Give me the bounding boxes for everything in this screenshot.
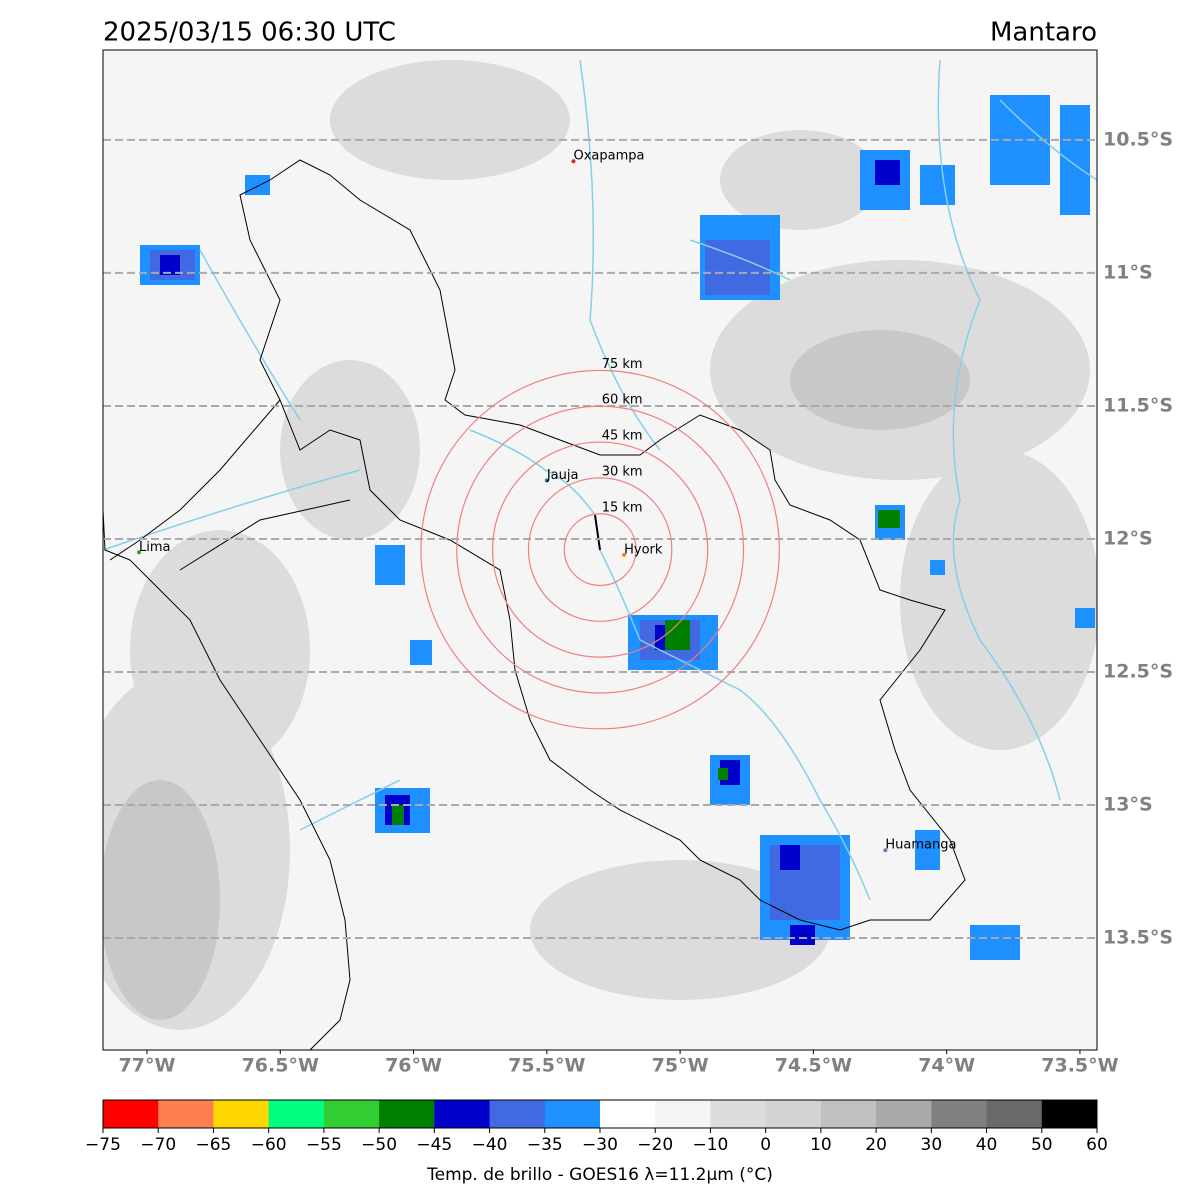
lat-tick-label: 11.5°S	[1103, 394, 1173, 416]
city-label: Oxapampa	[573, 149, 644, 164]
sub-basin-outline	[109, 399, 351, 571]
colorbar-tick-label: 0	[760, 1135, 771, 1155]
coastline	[103, 509, 351, 1050]
colorbar-label: Temp. de brillo - GOES16 λ=11.2μm (°C)	[426, 1165, 773, 1185]
city-label: Jauja	[546, 468, 579, 483]
range-ring-label: 75 km	[602, 357, 643, 372]
green-cells	[392, 510, 900, 825]
city-label: Lima	[139, 540, 170, 555]
city-marker	[883, 848, 888, 853]
lon-tick-label: 73.5°W	[1041, 1055, 1118, 1077]
colorbar-bin	[765, 1100, 822, 1128]
range-ring	[491, 441, 709, 658]
range-ring	[527, 477, 673, 622]
basin-outline	[239, 159, 966, 931]
colorbar-tick-label: −30	[582, 1135, 618, 1155]
colorbar-tick-label: −40	[472, 1135, 508, 1155]
lon-tick-label: 75°W	[652, 1055, 709, 1077]
lat-tick-label: 12°S	[1103, 527, 1153, 549]
lon-tick-label: 76.5°W	[242, 1055, 319, 1077]
colorbar-tick-label: −70	[140, 1135, 176, 1155]
map-area: 15 km 30 km 45 km 60 km 75 km Oxapampa Jauja Hy…	[103, 50, 1097, 1050]
colorbar-tick-label: 50	[1031, 1135, 1053, 1155]
colorbar-tick-label: −60	[251, 1135, 287, 1155]
lon-tick-label: 77°W	[119, 1055, 176, 1077]
colorbar-bin	[820, 1100, 877, 1128]
colorbar-bin	[434, 1100, 491, 1128]
lat-tick-label: 12.5°S	[1103, 660, 1173, 682]
city-marker	[622, 552, 627, 557]
lat-tick-label: 13.5°S	[1103, 927, 1173, 949]
lon-tick-label: 76°W	[385, 1055, 442, 1077]
city-marker	[571, 159, 576, 164]
colorbar-bin	[1041, 1100, 1098, 1128]
colorbar-tick-label: −75	[85, 1135, 121, 1155]
colorbar-bin	[379, 1100, 435, 1128]
colorbar-tick-label: 40	[976, 1135, 998, 1155]
title: 2025/03/15 06:30 UTC	[103, 18, 396, 48]
range-ring	[563, 513, 637, 587]
axes: 10.5°S 11°S 11.5°S 12°S 12.5°S 13°S 13.5°S 77°W…	[85, 128, 1173, 1185]
colorbar-bin	[489, 1100, 546, 1128]
range-ring	[456, 405, 745, 694]
range-ring-label: 60 km	[602, 393, 643, 408]
range-ring-label: 30 km	[602, 464, 643, 479]
overlay: 15 km 30 km 45 km 60 km 75 km Oxapampa Jauja Hy…	[103, 138, 1097, 940]
lon-tick-label: 74.5°W	[775, 1055, 852, 1077]
convective-cells-coldest	[160, 160, 900, 945]
lon-tick-label: 74°W	[918, 1055, 975, 1077]
map-frame	[102, 49, 1098, 1051]
colorbar-bin	[931, 1100, 988, 1128]
range-ring	[420, 369, 780, 730]
lat-tick-label: 11°S	[1103, 261, 1153, 283]
colorbar-tick-label: −45	[416, 1135, 452, 1155]
colorbar-bin	[213, 1100, 270, 1128]
city-label: Hyork	[624, 542, 663, 557]
colorbar-bin	[268, 1100, 325, 1128]
colorbar-tick-label: −55	[306, 1135, 342, 1155]
colorbar-bin	[323, 1100, 380, 1128]
colorbar-bin	[600, 1100, 656, 1128]
region-title: Mantaro	[990, 18, 1097, 48]
range-ring-label: 15 km	[602, 500, 643, 515]
city-label: Huamanga	[885, 838, 956, 853]
colorbar-tick-label: 30	[921, 1135, 943, 1155]
colorbar-bin	[655, 1100, 711, 1128]
range-ring-label: 45 km	[602, 429, 643, 444]
colorbar-tick-label: −65	[195, 1135, 231, 1155]
colorbar-bin	[103, 1100, 159, 1128]
colorbar-bin	[544, 1100, 601, 1128]
colorbar-tick-label: 10	[810, 1135, 832, 1155]
colorbar-tick-label: −50	[361, 1135, 397, 1155]
colorbar-tick-label: −10	[692, 1135, 728, 1155]
city-marker	[544, 478, 549, 483]
colorbar-bin	[876, 1100, 932, 1128]
colorbar-tick-label: 60	[1086, 1135, 1108, 1155]
lat-tick-label: 10.5°S	[1103, 128, 1173, 150]
colorbar-tick-label: −20	[637, 1135, 673, 1155]
colorbar-bin	[158, 1100, 214, 1128]
colorbar-tick-label: 20	[865, 1135, 887, 1155]
colorbar-tick-label: −35	[527, 1135, 563, 1155]
lon-tick-label: 75.5°W	[508, 1055, 585, 1077]
station-line	[594, 514, 601, 551]
colorbar-bin	[986, 1100, 1043, 1128]
city-marker	[136, 550, 141, 555]
lat-tick-label: 13°S	[1103, 793, 1153, 815]
colorbar-bin	[710, 1100, 767, 1128]
